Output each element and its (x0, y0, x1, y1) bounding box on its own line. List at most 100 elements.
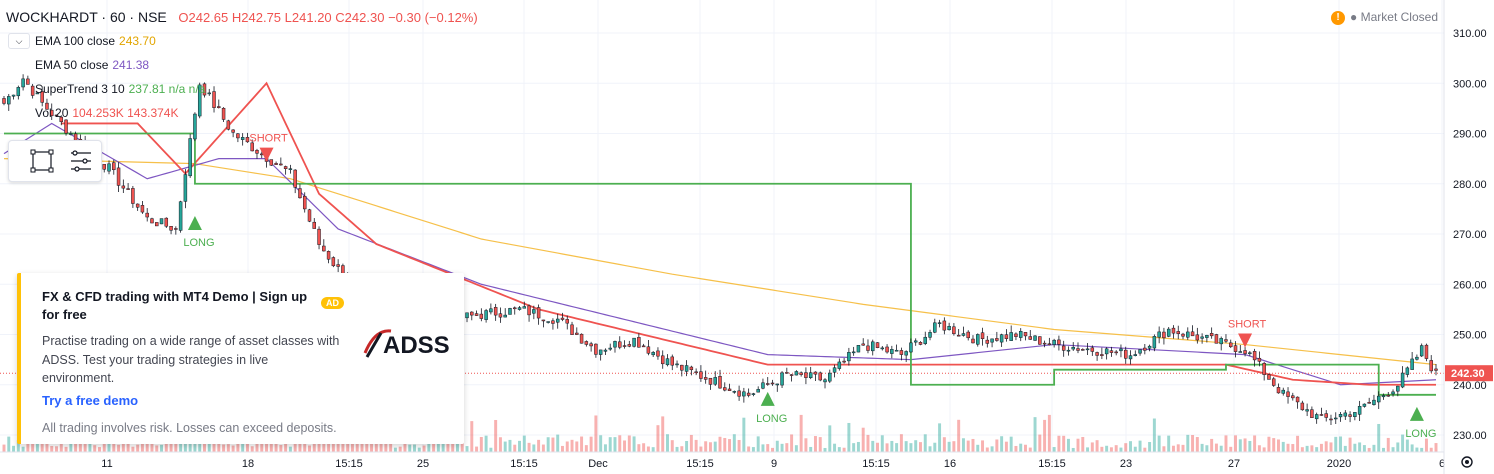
volume-bar (1434, 443, 1438, 452)
candle-body (164, 217, 169, 227)
volume-bar (670, 440, 674, 452)
candle-body (1009, 332, 1013, 341)
candle-body (64, 119, 68, 134)
volume-bar (508, 439, 512, 452)
volume-bar (145, 442, 149, 452)
volume-bar (1219, 445, 1223, 452)
candle-body (904, 351, 908, 356)
volume-bar (250, 446, 254, 452)
candle-body (804, 372, 808, 378)
candle-body (527, 305, 531, 316)
volume-bar (856, 441, 860, 452)
candle-body (140, 205, 145, 213)
short-signal-arrow (1238, 333, 1253, 348)
volume-bar (961, 438, 965, 452)
volume-bar (327, 439, 331, 452)
candle-body (7, 96, 11, 105)
volume-bar (1329, 442, 1333, 452)
volume-bar (107, 440, 111, 452)
try-demo-link[interactable]: Try a free demo (42, 393, 139, 408)
candle-body (212, 91, 216, 108)
volume-bar (365, 442, 369, 452)
candle-body (961, 333, 966, 336)
volume-bar (236, 443, 240, 452)
candle-body (1162, 331, 1166, 339)
volume-bar (899, 434, 903, 452)
indicator-supertrend[interactable]: SuperTrend 3 10 237.81 n/a n/a (35, 82, 205, 96)
volume-bar (1086, 447, 1090, 452)
volume-bar (1090, 442, 1094, 452)
candle-body (479, 313, 484, 319)
ad-title[interactable]: FX & CFD trading with MT4 Demo | Sign up… (42, 289, 308, 322)
volume-bar (522, 435, 526, 452)
candle-body (680, 364, 684, 371)
candle-body (1252, 351, 1257, 361)
market-status-label: Market Closed (1360, 10, 1438, 24)
volume-bar (1319, 443, 1323, 452)
volume-bar (613, 437, 617, 452)
candle-body (618, 341, 622, 348)
collapse-legend-button[interactable]: ⌵ (8, 33, 30, 49)
volume-bar (1152, 418, 1156, 452)
volume-bar (809, 446, 813, 452)
volume-bar (413, 444, 416, 452)
candle-body (584, 341, 589, 345)
candle-body (694, 371, 698, 374)
volume-bar (565, 441, 569, 452)
volume-bar (685, 441, 689, 452)
volume-bar (1004, 441, 1008, 452)
volume-bar (1424, 438, 1428, 452)
open-value: O242.65 (178, 10, 229, 25)
volume-bar (1410, 444, 1414, 452)
candle-body (1181, 333, 1185, 337)
ad-banner[interactable]: FX & CFD trading with MT4 Demo | Sign up… (17, 273, 464, 444)
price-tick-label: 290.00 (1453, 129, 1487, 141)
candle-body (326, 251, 331, 260)
candle-body (1095, 352, 1099, 356)
volume-bar (336, 438, 340, 452)
volume-bar (666, 434, 669, 452)
candle-body (942, 320, 947, 331)
price-tick-label: 240.00 (1453, 380, 1487, 392)
candle-body (999, 334, 1004, 343)
ad-badge: AD (321, 297, 344, 309)
indicator-ema50[interactable]: EMA 50 close 241.38 (35, 58, 149, 72)
candle-body (598, 349, 603, 355)
volume-bar (651, 447, 655, 452)
time-tick-label: 25 (417, 458, 429, 470)
volume-bar (16, 440, 20, 452)
candle-body (603, 349, 608, 352)
candle-body (30, 85, 35, 96)
market-status[interactable]: ! ● Market Closed (1331, 10, 1438, 25)
chevron-down-icon: ⌵ (15, 36, 23, 46)
volume-bar (1353, 443, 1357, 452)
time-tick-label: 16 (944, 458, 956, 470)
volume-bar (732, 434, 736, 452)
candle-body (732, 391, 737, 393)
candle-body (121, 185, 126, 189)
price-tick-label: 260.00 (1453, 279, 1487, 291)
candle-body (956, 334, 961, 337)
candle-body (293, 169, 297, 188)
indicator-ema100[interactable]: EMA 100 close 243.70 (35, 34, 156, 48)
candle-body (1038, 336, 1042, 345)
volume-bar (923, 434, 927, 452)
volume-bar (398, 446, 402, 452)
volume-bar (203, 438, 206, 452)
candle-body (789, 374, 794, 376)
volume-bar (78, 437, 82, 452)
indicator-volume[interactable]: Vol 20 104.253K 143.374K (35, 106, 178, 120)
candle-body (785, 372, 789, 374)
symbol-title[interactable]: WOCKHARDT · 60 · NSE (6, 9, 167, 25)
candle-body (2, 98, 6, 104)
candle-body (513, 307, 517, 310)
volume-bar (69, 443, 73, 452)
volume-bar (1028, 447, 1032, 452)
candle-body (1128, 355, 1133, 360)
volume-bar (594, 415, 598, 452)
volume-bar (704, 441, 708, 452)
settings-lines-icon[interactable] (71, 150, 91, 172)
volume-bar (1396, 442, 1400, 452)
volume-bar (861, 427, 865, 452)
rectangle-tool-icon[interactable] (30, 149, 54, 173)
